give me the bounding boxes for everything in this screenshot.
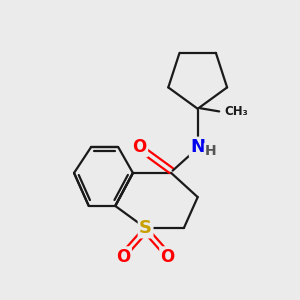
Text: CH₃: CH₃ [224, 105, 248, 118]
Text: O: O [116, 248, 130, 266]
Text: H: H [204, 144, 216, 158]
Text: N: N [190, 138, 205, 156]
Text: O: O [133, 138, 147, 156]
Text: O: O [160, 248, 175, 266]
Text: S: S [139, 219, 152, 237]
